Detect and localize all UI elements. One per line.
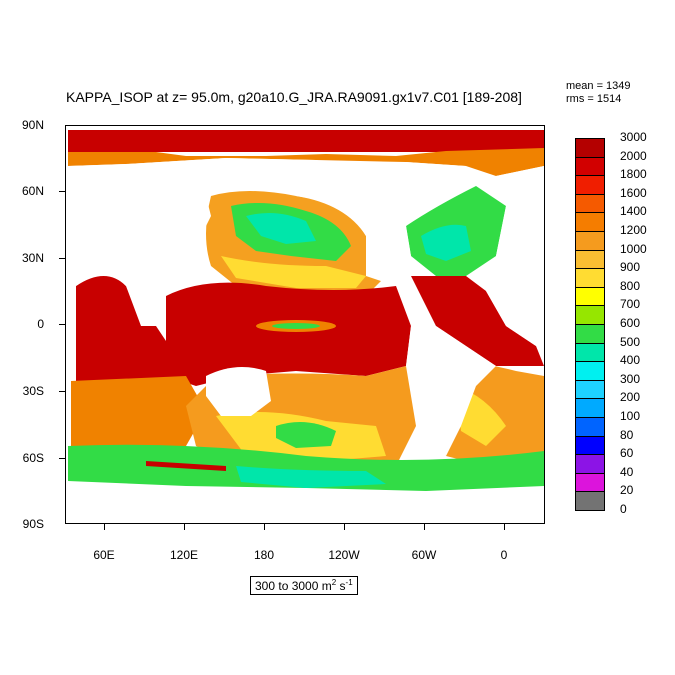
x-tick	[344, 524, 345, 530]
lat-label-60n: 60N	[21, 184, 44, 198]
colorbar-swatch	[575, 268, 605, 288]
indian-ocean	[76, 276, 186, 401]
lat-label-30s: 30S	[22, 384, 44, 398]
indian-south	[71, 376, 206, 456]
europe-land	[496, 166, 544, 276]
units-range: 300 to 3000 m	[255, 579, 332, 593]
units-label: 300 to 3000 m2 s-1	[250, 576, 358, 595]
colorbar-label: 900	[620, 260, 641, 275]
lon-label-120e: 120E	[169, 548, 199, 562]
colorbar-swatch	[575, 249, 605, 270]
stats-block: mean = 1349 rms = 1514	[566, 80, 631, 106]
colorbar-label: 1600	[620, 185, 647, 200]
colorbar-label: 800	[620, 278, 641, 293]
colorbar-label: 80	[620, 427, 634, 442]
africa-land	[486, 291, 544, 346]
y-tick	[59, 258, 65, 259]
x-tick	[184, 524, 185, 530]
lat-label-90n: 90N	[21, 118, 44, 132]
colorbar-label: 1200	[620, 223, 647, 237]
colorbar-label: 1800	[620, 167, 647, 182]
southern-ocean-cyan	[236, 466, 386, 488]
colorbar-swatch	[575, 379, 605, 400]
north-pacific-cyan	[246, 212, 316, 244]
lon-label-180: 180	[253, 548, 275, 562]
arctic-band	[68, 130, 544, 152]
y-tick	[59, 191, 65, 192]
colorbar-label: 1000	[620, 241, 647, 256]
units-m-exponent: 2	[331, 578, 337, 587]
colorbar-label: 1400	[620, 204, 647, 219]
south-pacific-green	[276, 422, 336, 448]
lon-label-120w: 120W	[328, 548, 360, 562]
colorbar-label: 400	[620, 353, 641, 368]
lat-label-30n: 30N	[21, 251, 44, 265]
colorbar-label: 0	[620, 502, 627, 516]
colorbar-label: 60	[620, 446, 634, 461]
colorbar-label: 100	[620, 409, 641, 423]
lat-label-90s: 90S	[22, 517, 44, 531]
colorbar-label: 20	[620, 483, 634, 498]
colorbar-swatch	[575, 417, 605, 437]
southern-ocean-strip	[146, 461, 226, 471]
north-america-land	[296, 162, 466, 286]
equatorial-tongue-inner	[272, 323, 320, 329]
atlantic-tropics	[411, 276, 544, 366]
arctic-edge	[68, 148, 544, 176]
colorbar-label: 200	[620, 390, 641, 405]
antarctica-land	[68, 488, 544, 523]
colorbar-label: 600	[620, 316, 641, 330]
australia-land	[206, 367, 271, 416]
x-tick	[264, 524, 265, 530]
colorbar-label: 300	[620, 371, 641, 386]
colorbar-swatch	[575, 175, 605, 195]
plot-title: KAPPA_ISOP at z= 95.0m, g20a10.G_JRA.RA9…	[66, 89, 522, 105]
south-america-land	[406, 326, 496, 456]
colorbar-swatch	[575, 491, 605, 511]
colorbar-swatch	[575, 212, 605, 232]
equatorial-pacific	[166, 282, 411, 386]
colorbar-swatch	[575, 361, 605, 381]
y-tick	[59, 391, 65, 392]
y-tick	[59, 324, 65, 325]
colorbar-swatch	[575, 156, 605, 177]
lon-label-60e: 60E	[93, 548, 115, 562]
map-plot	[65, 125, 545, 524]
north-pacific-yellow	[221, 256, 366, 288]
colorbar-swatch	[575, 286, 605, 307]
colorbar-swatch	[575, 324, 605, 344]
colorbar-swatch	[575, 398, 605, 418]
y-tick	[59, 458, 65, 459]
colorbar-label: 500	[620, 334, 641, 349]
colorbar-swatch	[575, 342, 605, 363]
colorbar-swatch	[575, 231, 605, 251]
southern-ocean	[68, 444, 544, 491]
x-tick	[504, 524, 505, 530]
asia-land	[68, 158, 346, 296]
field-map	[66, 126, 544, 523]
colorbar-swatch	[575, 435, 605, 456]
colorbar-swatch	[575, 454, 605, 474]
x-tick	[104, 524, 105, 530]
colorbar-label: 2000	[620, 148, 647, 163]
north-atlantic-cyan	[421, 224, 471, 261]
rms-value: rms = 1514	[566, 93, 622, 105]
lon-label-0: 0	[500, 548, 508, 562]
colorbar-label: 3000	[620, 130, 647, 144]
colorbar-swatch	[575, 193, 605, 214]
x-tick	[424, 524, 425, 530]
units-s: s	[336, 579, 346, 593]
colorbar-swatch	[575, 305, 605, 325]
mean-value: mean = 1349	[566, 80, 631, 92]
lat-label-0: 0	[37, 317, 44, 331]
colorbar-label: 700	[620, 297, 641, 312]
lon-label-60w: 60W	[411, 548, 437, 562]
units-s-exponent: -1	[345, 578, 353, 587]
colorbar	[575, 138, 605, 511]
colorbar-swatch	[575, 138, 605, 158]
colorbar-label: 40	[620, 464, 634, 479]
colorbar-swatch	[575, 472, 605, 493]
lat-label-60s: 60S	[22, 451, 44, 465]
